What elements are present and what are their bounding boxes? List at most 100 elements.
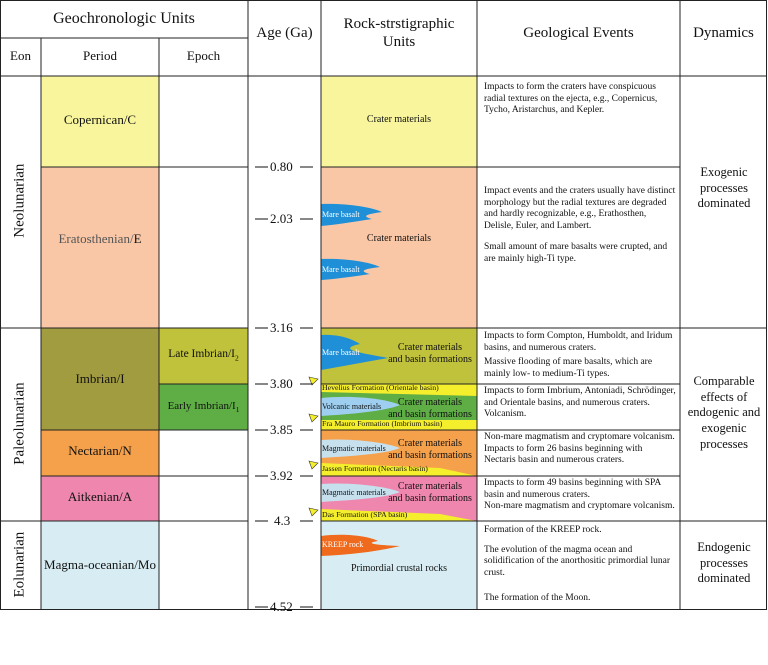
- eon-eolunarian: Eolunarian: [11, 531, 28, 598]
- dynamics-comparable: Comparable effects of endogenic and exog…: [687, 374, 761, 451]
- fra-mauro-formation-wedge: [321, 420, 477, 430]
- crater-materials-label: Crater materials: [366, 114, 432, 125]
- formation-marker: [308, 376, 319, 386]
- events-early-imbrian: Impacts to form Imbrium, Antoniadi, Schr…: [484, 386, 676, 421]
- event-text: Impacts to form 49 basins beginning with…: [484, 478, 661, 500]
- aitkenian-fill: [41, 476, 159, 521]
- event-text: Small amount of mare basalts were crupte…: [484, 242, 668, 264]
- event-text: The evolution of the magma ocean and sol…: [484, 544, 670, 578]
- mare-basalt-label: Mare basalt: [322, 348, 360, 357]
- period-eratosthenian: Eratosthenian/E: [41, 231, 159, 247]
- period-imbrian: Imbrian/I: [75, 371, 125, 386]
- age-label: 3.92: [270, 468, 293, 483]
- mare-basalt-shape: [321, 334, 388, 370]
- age-ticks: [255, 166, 313, 608]
- event-text: Impacts to form Compton, Humboldt, and I…: [484, 331, 673, 353]
- crater-materials-label: Crater materials: [366, 233, 432, 244]
- volcanic-materials-label: Volcanic materials: [322, 402, 382, 411]
- nectarian-fill: [41, 430, 159, 476]
- event-text: Non-mare magmatism and cryptomare volcan…: [484, 432, 675, 442]
- late-imbrian-fill: [159, 328, 248, 384]
- period-header: Period: [83, 48, 117, 63]
- crater-basin-line2: and basin formations: [388, 353, 472, 365]
- hevelius-formation-wedge: [321, 384, 477, 396]
- age-label: 0.80: [270, 159, 293, 174]
- crater-basin-label: Crater materials and basin formations: [385, 342, 475, 365]
- events-copernican: Impacts to form the craters have conspic…: [484, 82, 676, 123]
- primordial-crustal-rocks-label: Primordial crustal rocks: [350, 563, 448, 574]
- geological-events-header: Geological Events: [523, 25, 634, 41]
- jassen-formation-wedge: [321, 463, 477, 476]
- event-text: Impacts to form the craters have conspic…: [484, 82, 658, 116]
- epoch-header: Epoch: [186, 48, 221, 63]
- age-label: 3.16: [270, 320, 293, 335]
- geochronologic-units-header: Geochronologic Units: [53, 10, 195, 27]
- epoch-early-imbrian-subscript: 1: [235, 405, 240, 415]
- crater-basin-label: Crater materials and basin formations: [385, 397, 475, 420]
- eon-header: Eon: [10, 48, 31, 63]
- jassen-formation-label: Jassen Formation (Nectaris basin): [322, 464, 428, 473]
- kreep-rock-label: KREEP rock: [322, 540, 364, 549]
- dynamics-endogenic: Endogenic processes dominated: [697, 540, 751, 586]
- magmatic-materials-shape: [321, 439, 400, 458]
- age-header: Age (Ga): [256, 25, 313, 41]
- event-text: Volcanism.: [484, 409, 527, 420]
- mare-basalt-label: Mare basalt: [322, 210, 360, 219]
- epoch-late-imbrian: Late Imbrian/I2: [159, 348, 248, 363]
- fra-mauro-formation-label: Fra Mauro Formation (Imbrium basin): [322, 419, 443, 428]
- copernican-fill: [41, 76, 159, 167]
- event-text: Impact events and the craters usually ha…: [484, 186, 676, 231]
- period-aitkenian: Aitkenian/A: [67, 489, 133, 504]
- events-magma-oceanian: Formation of the KREEP rock. The evolutio…: [484, 525, 676, 611]
- crater-basin-label: Crater materials and basin formations: [385, 481, 475, 504]
- crater-basin-line2: and basin formations: [388, 408, 472, 420]
- crater-basin-label: Crater materials and basin formations: [385, 438, 475, 461]
- period-nectarian: Nectarian/N: [68, 443, 132, 458]
- formation-marker: [308, 507, 319, 517]
- period-copernican: Copernican/C: [63, 112, 137, 127]
- age-label: 3.85: [270, 422, 293, 437]
- mare-basalt-label: Mare basalt: [322, 265, 360, 274]
- period-eratosthenian-code: E: [133, 231, 142, 246]
- grid-lines: [0, 0, 767, 610]
- crater-basin-line2: and basin formations: [388, 492, 472, 504]
- das-formation-wedge: [321, 509, 477, 521]
- formation-marker: [308, 460, 319, 470]
- rock-eratosthenian-fill: [321, 167, 477, 328]
- eon-neolunarian: Neolunarian: [11, 163, 28, 238]
- magmatic-materials-label: Magmatic materials: [322, 444, 386, 453]
- event-text: Massive flooding of mare basalts, which …: [484, 357, 653, 379]
- eratosthenian-fill: [41, 167, 159, 328]
- hevelius-formation-label: Hevelius Formation (Orientale basin): [322, 383, 439, 392]
- age-label: 2.03: [270, 211, 293, 226]
- event-text: Formation of the KREEP rock.: [484, 525, 602, 535]
- epoch-early-imbrian-label: Early Imbrian/I: [167, 400, 236, 412]
- magma-oceanian-fill: [41, 521, 159, 609]
- event-text: Impacts to form 26 basins beginning with…: [484, 443, 643, 466]
- early-imbrian-fill: [159, 384, 248, 430]
- formation-marker: [308, 413, 319, 423]
- period-magma-oceanian: Magma-oceanian/Mo: [44, 557, 156, 572]
- imbrian-fill: [41, 328, 159, 430]
- epoch-early-imbrian: Early Imbrian/I1: [159, 400, 248, 415]
- epoch-late-imbrian-subscript: 2: [234, 353, 239, 363]
- rock-units-header-line1: Rock-strstigraphic: [343, 16, 455, 32]
- rock-units-header-line2: Units: [382, 34, 416, 50]
- crater-basin-line1: Crater materials: [397, 481, 463, 492]
- period-eratosthenian-name: Eratosthenian/: [58, 231, 134, 246]
- dynamics-header: Dynamics: [693, 25, 754, 41]
- events-nectarian: Non-mare magmatism and cryptomare volcan…: [484, 432, 676, 467]
- events-eratosthenian: Impact events and the craters usually ha…: [484, 186, 676, 271]
- event-text: Non-mare magmatism and cryptomare volcan…: [484, 501, 675, 512]
- crater-basin-line2: and basin formations: [388, 449, 472, 461]
- kreep-rock-shape: [321, 534, 400, 556]
- mare-basalt-shape: [321, 203, 382, 226]
- crater-basin-line1: Crater materials: [397, 438, 463, 449]
- epoch-late-imbrian-label: Late Imbrian/I: [168, 348, 235, 360]
- crater-basin-line1: Crater materials: [397, 342, 463, 353]
- magmatic-materials-label: Magmatic materials: [322, 488, 386, 497]
- age-label: 3.80: [270, 376, 293, 391]
- volcanic-materials-shape: [321, 396, 400, 416]
- age-label: 4.3: [274, 513, 291, 528]
- event-text: The formation of the Moon.: [484, 593, 591, 604]
